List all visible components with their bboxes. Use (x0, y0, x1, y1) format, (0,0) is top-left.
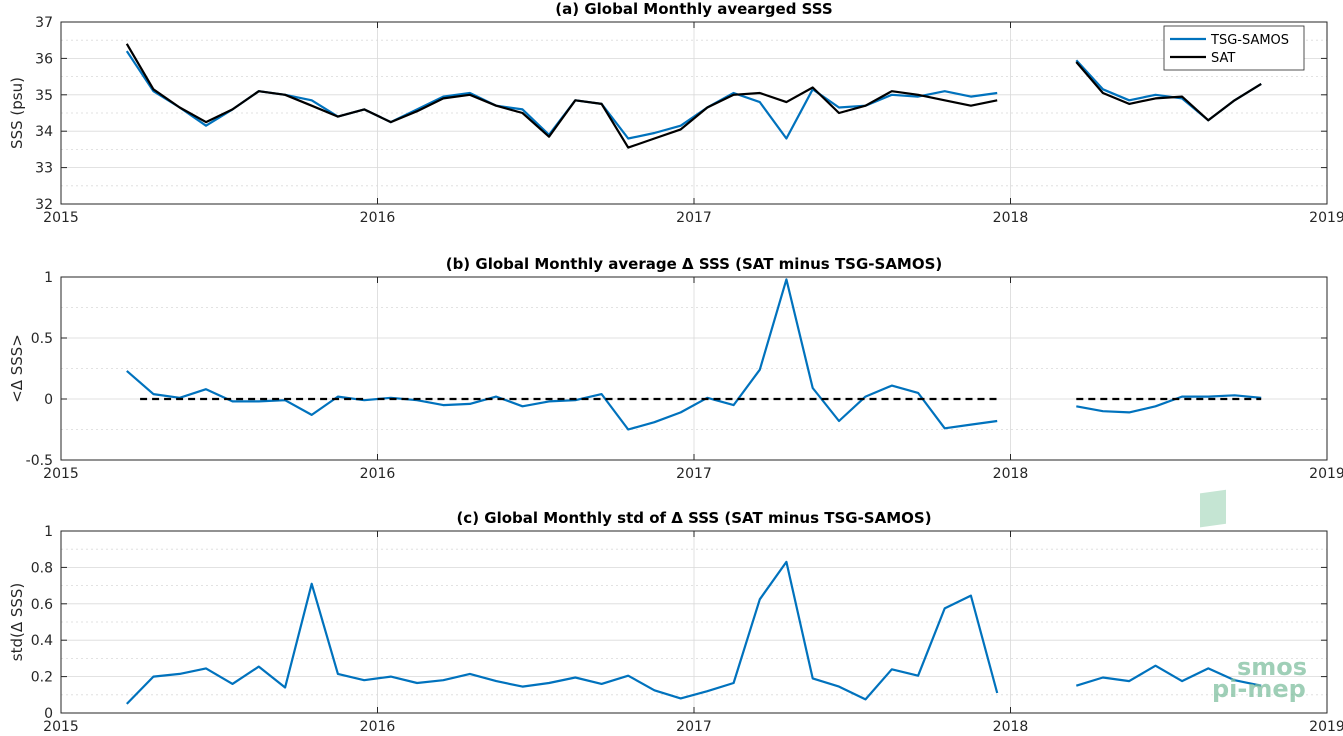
x-tick-label: 2018 (993, 466, 1029, 482)
chart-title: (b) Global Monthly average Δ SSS (SAT mi… (446, 255, 943, 273)
x-tick-label: 2019 (1309, 210, 1343, 226)
chart-title: (c) Global Monthly std of Δ SSS (SAT min… (456, 509, 931, 527)
x-tick-label: 2016 (360, 719, 396, 735)
x-tick-label: 2019 (1309, 466, 1343, 482)
x-tick-label: 2017 (676, 719, 712, 735)
x-tick-label: 2018 (993, 210, 1029, 226)
series-line-delta-sss (126, 278, 1262, 431)
y-tick-label: 0.6 (31, 597, 53, 613)
x-tick-label: 2015 (43, 719, 79, 735)
legend-box (1163, 25, 1305, 71)
y-tick-label: 0 (44, 392, 53, 408)
y-axis-label: SSS (psu) (8, 77, 26, 149)
legend: TSG-SAMOS SAT (1163, 25, 1305, 71)
y-tick-label: 0 (44, 706, 53, 722)
y-tick-label: 36 (35, 51, 53, 67)
series-line-delta-sss (126, 560, 1262, 705)
y-tick-label: 0.2 (31, 670, 53, 686)
x-tick-label: 2017 (676, 210, 712, 226)
y-tick-label: 0.5 (31, 331, 53, 347)
chart-panel-1: 2015 2016 2017 2018 2019 32 33 34 35 36 37 (a) Glob… (8, 0, 1343, 226)
y-tick-label: 1 (44, 270, 53, 286)
chart-title: (a) Global Monthly avearged SSS (555, 0, 832, 18)
y-tick-label: 37 (35, 15, 53, 31)
y-tick-label: 1 (44, 524, 53, 540)
y-tick-label: 34 (35, 124, 53, 140)
legend-label: TSG-SAMOS (1210, 33, 1289, 48)
series-line-sat (125, 43, 1262, 149)
x-tick-label: 2018 (993, 719, 1029, 735)
x-tick-label: 2016 (360, 466, 396, 482)
x-tick-label: 2016 (360, 210, 396, 226)
chart-panel-3: 2015 2016 2017 2018 2019 0 0.2 0.4 0.6 0.8 1 (c) Gl… (8, 509, 1343, 735)
logo-line1: smos (1237, 653, 1307, 681)
y-tick-label: -0.5 (26, 453, 53, 469)
x-tick-label: 2019 (1309, 719, 1343, 735)
x-tick-label: 2015 (43, 210, 79, 226)
chart-panel-2: 2015 2016 2017 2018 2019 -0.5 0 0.5 1 (b) Global … (8, 255, 1343, 482)
y-axis-label: std(Δ SSS) (8, 583, 26, 662)
y-axis-label: <Δ SSS> (8, 334, 26, 403)
smos-pimep-logo: smos pi-mep (1200, 489, 1307, 703)
y-tick-label: 35 (35, 88, 53, 104)
logo-line2: pi-mep (1212, 675, 1306, 703)
x-tick-label: 2017 (676, 466, 712, 482)
y-tick-label: 0.4 (31, 633, 53, 649)
x-tick-label: 2015 (43, 466, 79, 482)
y-tick-label: 33 (35, 161, 53, 177)
y-tick-label: 32 (35, 197, 53, 213)
y-tick-label: 0.8 (31, 560, 53, 576)
legend-label: SAT (1211, 51, 1235, 66)
